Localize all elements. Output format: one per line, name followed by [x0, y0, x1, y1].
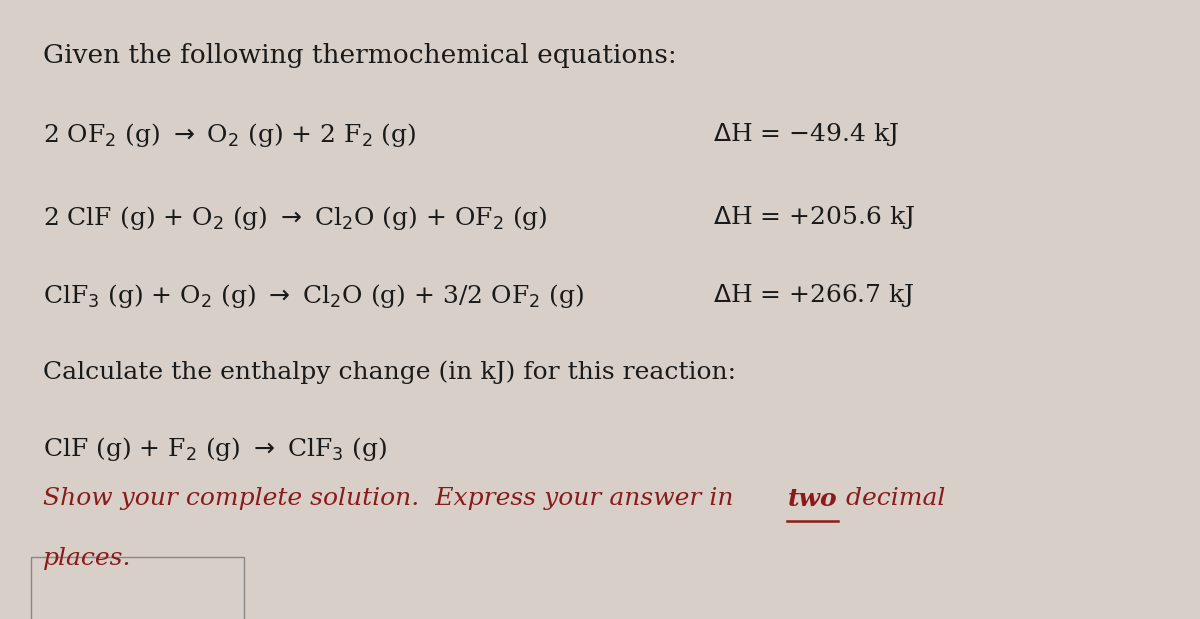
Text: Given the following thermochemical equations:: Given the following thermochemical equat…: [42, 43, 677, 68]
Text: Calculate the enthalpy change (in kJ) for this reaction:: Calculate the enthalpy change (in kJ) fo…: [42, 360, 736, 384]
Text: two: two: [787, 487, 838, 511]
Text: $\Delta$H = $-$49.4 kJ: $\Delta$H = $-$49.4 kJ: [713, 121, 899, 148]
Text: decimal: decimal: [839, 487, 946, 510]
Text: $\Delta$H = +266.7 kJ: $\Delta$H = +266.7 kJ: [713, 282, 914, 309]
Text: 2 OF$_2$ (g) $\rightarrow$ O$_2$ (g) + 2 F$_2$ (g): 2 OF$_2$ (g) $\rightarrow$ O$_2$ (g) + 2…: [42, 121, 416, 149]
Text: 2 ClF (g) + O$_2$ (g) $\rightarrow$ Cl$_2$O (g) + OF$_2$ (g): 2 ClF (g) + O$_2$ (g) $\rightarrow$ Cl$_…: [42, 204, 547, 232]
Text: ClF (g) + F$_2$ (g) $\rightarrow$ ClF$_3$ (g): ClF (g) + F$_2$ (g) $\rightarrow$ ClF$_3…: [42, 435, 386, 464]
Text: ClF$_3$ (g) + O$_2$ (g) $\rightarrow$ Cl$_2$O (g) + 3/2 OF$_2$ (g): ClF$_3$ (g) + O$_2$ (g) $\rightarrow$ Cl…: [42, 282, 583, 310]
Text: places.: places.: [42, 547, 131, 570]
Text: Show your complete solution.  Express your answer in: Show your complete solution. Express you…: [42, 487, 742, 510]
Text: $\Delta$H = +205.6 kJ: $\Delta$H = +205.6 kJ: [713, 204, 914, 232]
